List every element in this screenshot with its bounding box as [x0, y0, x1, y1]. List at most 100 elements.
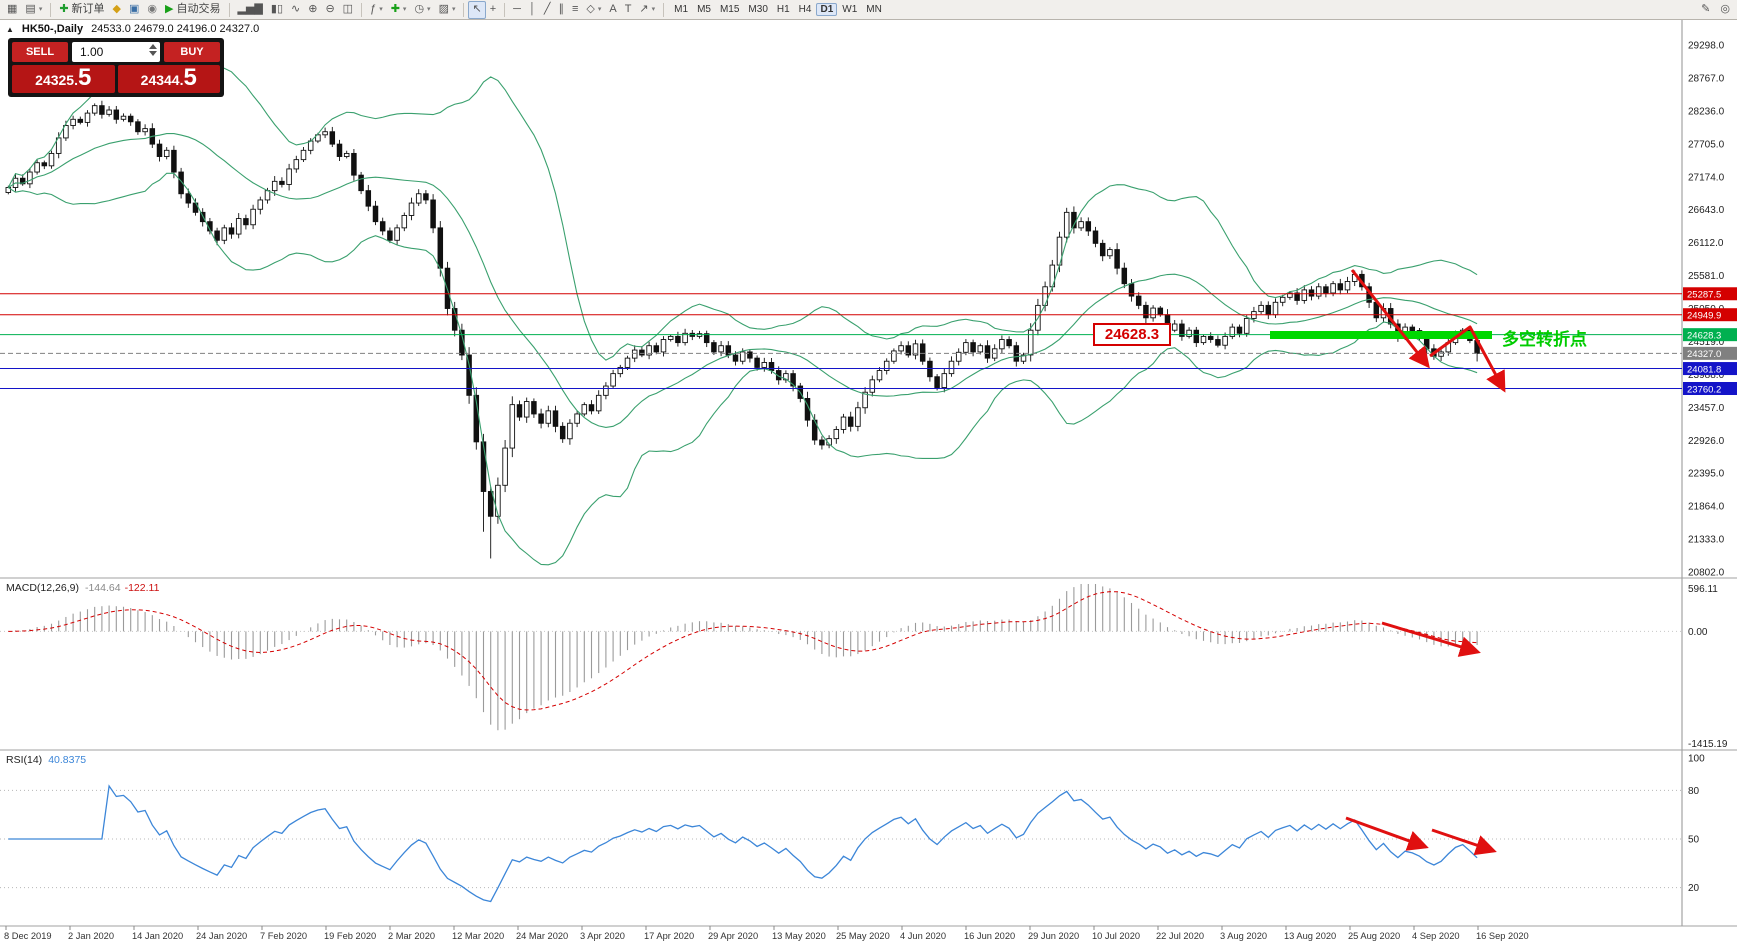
svg-text:24519.0: 24519.0: [1688, 337, 1725, 348]
profiles-icon[interactable]: ▤ ▾: [25, 3, 43, 15]
svg-text:20: 20: [1688, 883, 1700, 894]
svg-text:28236.0: 28236.0: [1688, 106, 1725, 117]
svg-text:50: 50: [1688, 835, 1700, 846]
svg-text:29298.0: 29298.0: [1688, 41, 1725, 52]
zoom-in-icon[interactable]: ⊕: [308, 3, 318, 15]
svg-text:13 May 2020: 13 May 2020: [772, 931, 826, 941]
timeframe-h4-button[interactable]: H4: [798, 4, 812, 15]
lot-size-field[interactable]: 1.00: [72, 42, 160, 62]
buy-button[interactable]: BUY: [164, 42, 220, 62]
svg-text:27705.0: 27705.0: [1688, 139, 1725, 150]
bar-chart-icon[interactable]: ▂▅▇: [237, 3, 263, 15]
rsi-indicator-label: RSI(14) 40.8375: [6, 754, 86, 766]
lot-increase-button[interactable]: [149, 44, 157, 49]
crosshair-icon[interactable]: +: [489, 3, 497, 15]
toolbar-separator: [663, 2, 665, 17]
svg-text:23457.0: 23457.0: [1688, 403, 1725, 414]
support-highlight-bar[interactable]: [1270, 331, 1492, 339]
timeframe-w1-button[interactable]: W1: [842, 4, 858, 15]
timeframe-m1-button[interactable]: M1: [674, 4, 689, 15]
svg-text:24949.9: 24949.9: [1687, 311, 1721, 322]
new-chart-icon[interactable]: ▦: [7, 3, 18, 15]
vertical-line-icon[interactable]: │: [528, 3, 536, 15]
turning-point-label[interactable]: 多空转折点: [1502, 330, 1587, 349]
svg-text:16 Sep 2020: 16 Sep 2020: [1476, 931, 1529, 941]
toolbar-separator: [50, 2, 52, 17]
annotation-arrows[interactable]: [1270, 269, 1506, 856]
candlestick-series: [5, 100, 1480, 559]
svg-text:4 Jun 2020: 4 Jun 2020: [900, 931, 946, 941]
timeframe-h1-button[interactable]: H1: [776, 4, 790, 15]
svg-text:7 Feb 2020: 7 Feb 2020: [260, 931, 307, 941]
templates-icon[interactable]: ▨ ▾: [438, 3, 456, 15]
bollinger-middle-band: [8, 132, 1478, 428]
svg-text:23760.2: 23760.2: [1687, 384, 1721, 395]
svg-text:29 Apr 2020: 29 Apr 2020: [708, 931, 758, 941]
autotrade-button[interactable]: ▶ 自动交易: [165, 3, 221, 15]
edit-chart-icon[interactable]: ✎: [1701, 3, 1711, 15]
new-order-button[interactable]: ✚ 新订单: [59, 3, 105, 15]
svg-text:24628.3: 24628.3: [1687, 330, 1721, 341]
svg-text:25 Aug 2020: 25 Aug 2020: [1348, 931, 1400, 941]
find-symbol-icon[interactable]: ◎: [1720, 3, 1730, 15]
sell-price-button[interactable]: 24325. 5: [12, 65, 115, 93]
shapes-icon[interactable]: ◇ ▾: [586, 3, 602, 15]
support-icon[interactable]: ◉: [147, 3, 158, 15]
lot-value[interactable]: 1.00: [80, 45, 104, 59]
rsi-pane: 100 80 50 20: [0, 754, 1705, 903]
svg-text:8 Dec 2019: 8 Dec 2019: [4, 931, 52, 941]
price-annotation-box[interactable]: 24628.3: [1093, 323, 1171, 346]
macd-pane: 596.11 0.00 -1415.19: [0, 584, 1728, 750]
text-icon[interactable]: A: [609, 3, 617, 15]
fibonacci-icon[interactable]: ≡: [571, 3, 579, 15]
add-indicator-icon[interactable]: ✚ ▾: [390, 3, 407, 15]
tile-windows-icon[interactable]: ◫: [342, 3, 354, 15]
price-axis[interactable]: 29298.0 28767.0 28236.0 27705.0 27174.0 26643…: [0, 20, 1737, 927]
macd-value: -144.64: [84, 582, 121, 594]
trendline-icon[interactable]: ╱: [543, 3, 551, 15]
svg-text:3 Apr 2020: 3 Apr 2020: [580, 931, 625, 941]
cursor-icon[interactable]: ↖: [468, 0, 486, 19]
collapse-chart-icon[interactable]: ▲: [6, 24, 14, 34]
svg-text:22 Jul 2020: 22 Jul 2020: [1156, 931, 1204, 941]
timeframe-mn-button[interactable]: MN: [866, 4, 882, 15]
candlestick-chart-icon[interactable]: ▮▯: [270, 3, 283, 15]
metaeditor-icon[interactable]: ◆: [112, 3, 122, 15]
svg-text:28767.0: 28767.0: [1688, 73, 1725, 84]
svg-text:-1415.19: -1415.19: [1688, 739, 1728, 750]
svg-text:21333.0: 21333.0: [1688, 535, 1725, 546]
rsi-name: RSI(14): [6, 754, 43, 766]
svg-text:0.00: 0.00: [1688, 627, 1708, 638]
toolbar-separator: [361, 2, 363, 17]
svg-text:596.11: 596.11: [1688, 584, 1718, 595]
indicators-icon[interactable]: ƒ ▾: [370, 3, 383, 15]
svg-text:4 Sep 2020: 4 Sep 2020: [1412, 931, 1460, 941]
periods-icon[interactable]: ◷ ▾: [414, 3, 431, 15]
one-click-trading-panel: SELL 1.00 BUY 24325. 5 24344. 5: [8, 38, 224, 97]
timeframe-d1-button[interactable]: D1: [816, 3, 838, 16]
svg-text:2 Mar 2020: 2 Mar 2020: [388, 931, 435, 941]
svg-text:14 Jan 2020: 14 Jan 2020: [132, 931, 183, 941]
svg-text:16 Jun 2020: 16 Jun 2020: [964, 931, 1015, 941]
svg-text:24081.8: 24081.8: [1687, 364, 1721, 375]
text-label-icon[interactable]: T: [624, 3, 632, 15]
date-axis[interactable]: 8 Dec 2019 2 Jan 2020 14 Jan 2020 24 Jan 20…: [4, 926, 1529, 941]
arrows-icon[interactable]: ↗ ▾: [639, 3, 656, 15]
lot-decrease-button[interactable]: [149, 51, 157, 56]
channel-icon[interactable]: ∥: [558, 3, 564, 15]
zoom-out-icon[interactable]: ⊖: [325, 3, 335, 15]
line-chart-icon[interactable]: ∿: [291, 3, 301, 15]
timeframe-m15-button[interactable]: M15: [719, 4, 740, 15]
svg-text:100: 100: [1688, 754, 1705, 765]
sell-button[interactable]: SELL: [12, 42, 68, 62]
terminal-icon[interactable]: ▣: [129, 3, 140, 15]
toolbar-separator: [228, 2, 230, 17]
sell-price-pip: 5: [77, 64, 92, 91]
timeframe-m30-button[interactable]: M30: [748, 4, 768, 15]
chart-caption: ▲ HK50-,Daily 24533.0 24679.0 24196.0 24…: [6, 23, 259, 35]
horizontal-line-icon[interactable]: ─: [513, 3, 521, 15]
buy-price-button[interactable]: 24344. 5: [117, 65, 220, 93]
timeframe-m5-button[interactable]: M5: [697, 4, 711, 15]
